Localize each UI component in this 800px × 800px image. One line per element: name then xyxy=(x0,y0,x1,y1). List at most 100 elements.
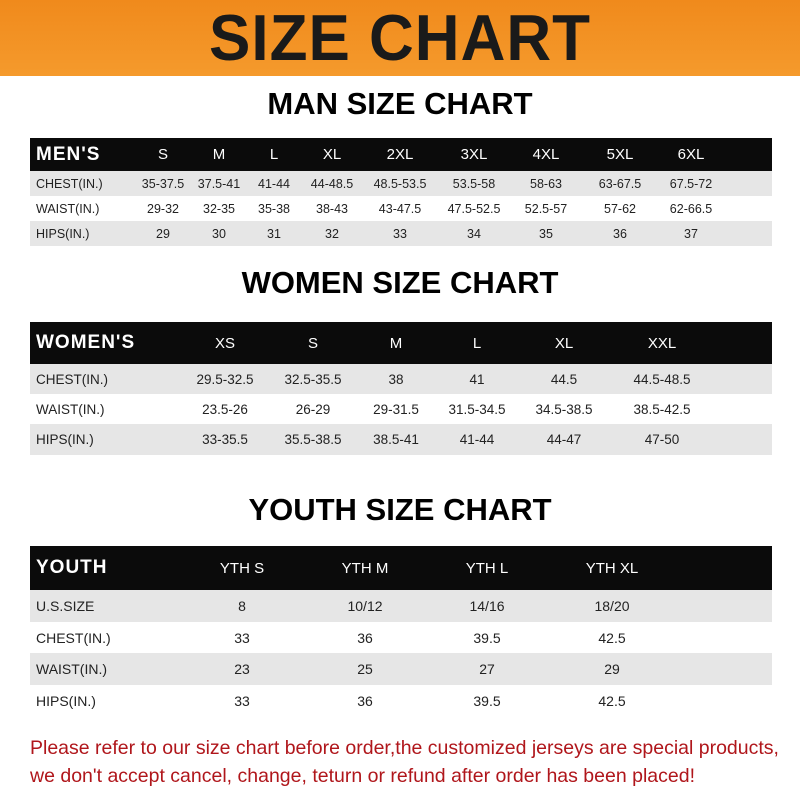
table-row: WAIST(IN.) 23 25 27 29 xyxy=(30,653,772,685)
table-cell: 27 xyxy=(479,661,495,677)
table-cell: 41-44 xyxy=(258,176,290,191)
table-cell: 35-37.5 xyxy=(141,176,185,191)
table-cell: 25 xyxy=(357,661,373,677)
row-label: HIPS(IN.) xyxy=(36,432,94,447)
header-row: MEN'S S M L XL 2XL 3XL 4XL 5XL 6XL xyxy=(30,138,772,171)
table-cell: 47.5-52.5 xyxy=(447,201,501,216)
table-cell: 37 xyxy=(684,226,698,241)
table-cell: 39.5 xyxy=(473,693,501,709)
table-cell: 29 xyxy=(156,226,170,241)
table-cell: 35 xyxy=(539,226,553,241)
youth-heading: YOUTH SIZE CHART xyxy=(248,492,552,527)
table-cell: 52.5-57 xyxy=(524,201,568,216)
size-header: S xyxy=(157,146,169,163)
table-cell: 38-43 xyxy=(316,201,348,216)
row-label: CHEST(IN.) xyxy=(36,176,103,191)
size-header: L xyxy=(269,146,279,163)
table-cell: 47-50 xyxy=(644,432,680,447)
table-cell: 58-63 xyxy=(530,176,562,191)
table-cell: 38.5-41 xyxy=(373,432,419,447)
size-header: 4XL xyxy=(532,146,560,163)
size-header: XXL xyxy=(647,334,677,352)
table-cell: 23 xyxy=(234,661,250,677)
size-header: YTH S xyxy=(219,559,265,577)
table-cell: 32 xyxy=(325,226,339,241)
table-cell: 41-44 xyxy=(459,432,495,447)
table-row: CHEST(IN.) 33 36 39.5 42.5 xyxy=(30,622,772,653)
title-banner: SIZE CHART xyxy=(0,0,800,76)
table-cell: 14/16 xyxy=(469,598,505,614)
row-label: WAIST(IN.) xyxy=(36,401,105,417)
table-cell: 35.5-38.5 xyxy=(284,432,342,447)
size-header: L xyxy=(472,334,482,352)
table-label: WOMEN'S xyxy=(36,332,136,353)
table-cell: 34 xyxy=(467,226,481,241)
page-title: SIZE CHART xyxy=(209,1,591,75)
size-header: 2XL xyxy=(386,146,414,163)
table-cell: 44-48.5 xyxy=(310,176,354,191)
table-cell: 33 xyxy=(393,226,407,241)
table-cell: 42.5 xyxy=(598,629,626,646)
table-cell: 30 xyxy=(212,226,226,241)
header-row: YOUTH YTH S YTH M YTH L YTH XL xyxy=(30,546,772,590)
table-cell: 36 xyxy=(357,693,373,709)
notice-text: Please refer to our size chart before or… xyxy=(30,734,790,790)
size-header: XS xyxy=(214,334,236,352)
table-cell: 38 xyxy=(388,371,404,387)
table-cell: 29-31.5 xyxy=(373,401,419,417)
table-cell: 62-66.5 xyxy=(669,201,713,216)
table-cell: 44-47 xyxy=(546,432,582,447)
header-row: WOMEN'S XS S M L XL XXL xyxy=(30,322,772,364)
table-cell: 39.5 xyxy=(473,629,501,646)
notice-line: we don't accept cancel, change, teturn o… xyxy=(30,765,695,787)
table-cell: 29 xyxy=(604,661,620,677)
table-row: U.S.SIZE 8 10/12 14/16 18/20 xyxy=(30,590,772,622)
table-cell: 37.5-41 xyxy=(197,176,241,191)
table-label: YOUTH xyxy=(36,557,108,578)
table-cell: 48.5-53.5 xyxy=(373,176,427,191)
table-row: HIPS(IN.) 33 36 39.5 42.5 xyxy=(30,685,772,717)
table-cell: 67.5-72 xyxy=(669,176,713,191)
table-row: HIPS(IN.) 33-35.5 35.5-38.5 38.5-41 41-44 44-… xyxy=(30,424,772,455)
table-cell: 32.5-35.5 xyxy=(284,371,342,387)
table-cell: 38.5-42.5 xyxy=(633,401,691,417)
table-cell: 41 xyxy=(469,371,485,387)
women-heading: WOMEN SIZE CHART xyxy=(241,265,559,300)
table-cell: 18/20 xyxy=(594,598,630,614)
table-row: CHEST(IN.) 29.5-32.5 32.5-35.5 38 41 44.5 44.5… xyxy=(30,364,772,394)
table-cell: 23.5-26 xyxy=(202,401,248,417)
table-cell: 44.5 xyxy=(550,371,578,387)
row-label: WAIST(IN.) xyxy=(36,201,100,216)
table-cell: 57-62 xyxy=(604,201,636,216)
table-cell: 63-67.5 xyxy=(598,176,642,191)
table-cell: 44.5-48.5 xyxy=(633,371,691,387)
table-cell: 29.5-32.5 xyxy=(196,371,254,387)
youth-size-table: YOUTH YTH S YTH M YTH L YTH XL U.S.SIZE 8 10/12… xyxy=(30,546,772,717)
size-header: M xyxy=(212,146,226,163)
table-cell: 53.5-58 xyxy=(452,176,496,191)
table-cell: 42.5 xyxy=(598,693,626,709)
table-row: WAIST(IN.) 23.5-26 26-29 29-31.5 31.5-34.5 34… xyxy=(30,394,772,424)
men-size-table: MEN'S S M L XL 2XL 3XL 4XL 5XL 6XL CHEST(IN.) 35-37… xyxy=(30,138,772,246)
size-header: 5XL xyxy=(606,146,634,163)
table-cell: 43-47.5 xyxy=(378,201,422,216)
row-label: HIPS(IN.) xyxy=(36,693,96,709)
row-label: U.S.SIZE xyxy=(36,598,95,614)
table-cell: 31.5-34.5 xyxy=(448,401,506,417)
size-header: XL xyxy=(554,334,574,352)
notice-line: Please refer to our size chart before or… xyxy=(30,737,779,759)
table-cell: 10/12 xyxy=(347,598,383,614)
row-label: WAIST(IN.) xyxy=(36,661,108,677)
size-header: S xyxy=(307,334,319,352)
table-cell: 31 xyxy=(267,226,281,241)
size-header: 6XL xyxy=(677,146,705,163)
size-header: YTH XL xyxy=(585,559,639,577)
table-cell: 34.5-38.5 xyxy=(535,401,593,417)
men-heading: MAN SIZE CHART xyxy=(267,86,533,121)
row-label: CHEST(IN.) xyxy=(36,371,108,387)
table-cell: 36 xyxy=(613,226,627,241)
table-cell: 33-35.5 xyxy=(202,432,248,447)
row-label: HIPS(IN.) xyxy=(36,226,90,241)
table-cell: 8 xyxy=(238,598,246,614)
table-cell: 33 xyxy=(234,693,250,709)
